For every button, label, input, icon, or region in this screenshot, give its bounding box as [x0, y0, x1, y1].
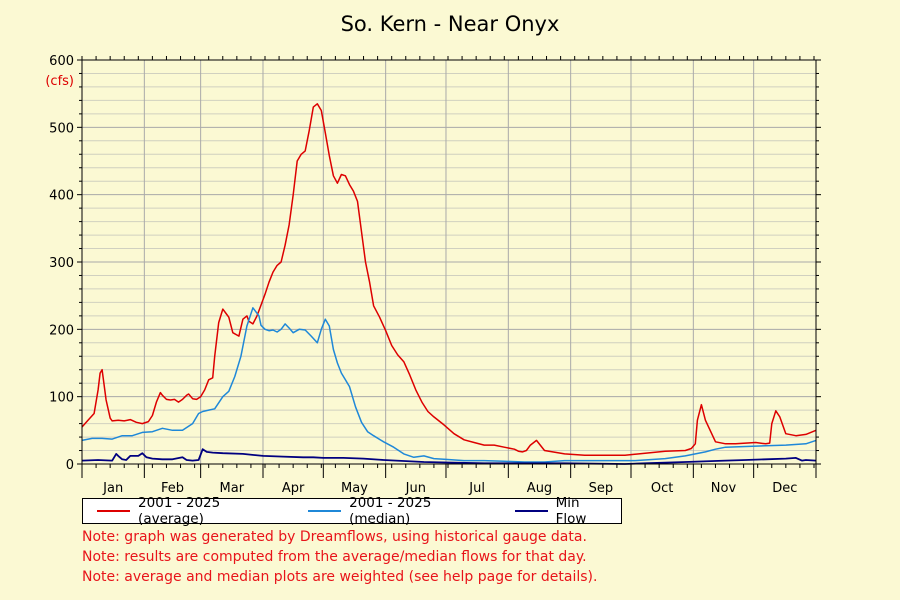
y-tick-label: 300 — [49, 256, 74, 271]
notes: Note: graph was generated by Dreamflows,… — [82, 527, 597, 587]
x-tick-label: Oct — [651, 481, 673, 496]
y-tick-label: 400 — [49, 189, 74, 204]
x-tick-label: Dec — [772, 481, 797, 496]
y-tick-label: 200 — [49, 323, 74, 338]
series-line-0 — [81, 103, 817, 456]
legend-label-median: 2001 - 2025 (median) — [349, 495, 432, 527]
legend-entry-median: 2001 - 2025 (median) — [308, 495, 493, 527]
x-tick-label: Nov — [711, 481, 737, 496]
legend-swatch-min-flow — [514, 510, 548, 512]
legend-label-average: 2001 - 2025 (average) — [138, 495, 221, 527]
note-line: Note: average and median plots are weigh… — [82, 569, 598, 585]
y-tick-label: 500 — [49, 121, 74, 136]
chart-title: So. Kern - Near Onyx — [340, 12, 560, 36]
x-tick-label: Jun — [405, 481, 426, 496]
x-tick-label: Jan — [102, 481, 123, 496]
chart-legend: 2001 - 2025 (average) 2001 - 2025 (media… — [82, 495, 622, 527]
note-line: Note: graph was generated by Dreamflows,… — [82, 529, 587, 545]
legend-swatch-median — [308, 510, 342, 512]
legend-entry-min-flow: Min Flow — [514, 495, 613, 527]
x-tick-label: Sep — [589, 481, 614, 496]
x-tick-label: May — [341, 481, 368, 496]
y-axis-label: (cfs) — [45, 74, 74, 89]
x-tick-label: Aug — [527, 481, 552, 496]
y-tick-label: 600 — [49, 54, 74, 69]
legend-swatch-average — [97, 510, 131, 512]
note-line: Note: results are computed from the aver… — [82, 549, 587, 565]
x-tick-label: Jul — [468, 481, 485, 496]
y-tick-label: 0 — [66, 458, 74, 473]
series-line-1 — [81, 307, 817, 463]
legend-entry-average: 2001 - 2025 (average) — [97, 495, 286, 527]
x-tick-label: Apr — [282, 481, 305, 496]
x-tick-label: Mar — [220, 481, 245, 496]
x-tick-label: Feb — [161, 481, 184, 496]
series-line-2 — [81, 448, 817, 465]
y-tick-label: 100 — [49, 391, 74, 406]
legend-label-min-flow: Min Flow — [555, 495, 587, 527]
